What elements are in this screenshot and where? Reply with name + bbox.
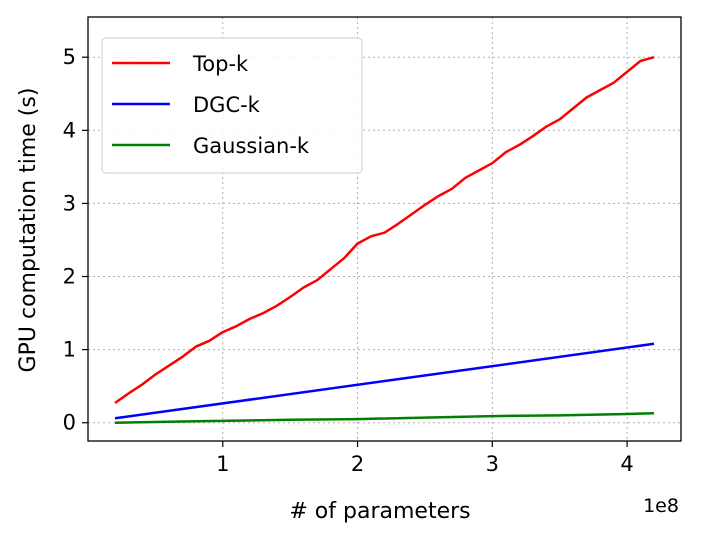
x-tick-label: 2 <box>351 452 364 476</box>
x-axis-ticks: 1 2 3 4 <box>216 441 634 476</box>
y-tick-label: 4 <box>63 118 76 142</box>
y-tick-label: 2 <box>63 265 76 289</box>
series-line-dgck <box>114 342 655 420</box>
y-tick-label: 1 <box>63 338 76 362</box>
legend-label-gaussiank: Gaussian-k <box>193 134 310 158</box>
plot-frame <box>87 16 682 442</box>
series-layer <box>114 55 655 424</box>
legend-label-topk: Top-k <box>192 52 249 76</box>
x-tick-label: 3 <box>486 452 499 476</box>
legend-label-dgck: DGC-k <box>193 93 261 117</box>
series-line-gaussiank <box>114 411 655 424</box>
y-axis-label: GPU computation time (s) <box>16 88 41 373</box>
y-tick-label: 5 <box>63 45 76 69</box>
x-axis-label: # of parameters <box>289 499 470 524</box>
series-line-topk <box>114 55 655 405</box>
y-tick-label: 3 <box>63 191 76 215</box>
x-tick-label: 4 <box>620 452 633 476</box>
x-axis-offset-text: 1e8 <box>643 495 679 517</box>
y-tick-label: 0 <box>63 411 76 435</box>
x-tick-label: 1 <box>216 452 229 476</box>
y-axis-ticks: 0 1 2 3 4 5 <box>63 45 88 435</box>
legend-box <box>101 37 363 174</box>
legend: Top-k DGC-k Gaussian-k <box>101 37 363 174</box>
